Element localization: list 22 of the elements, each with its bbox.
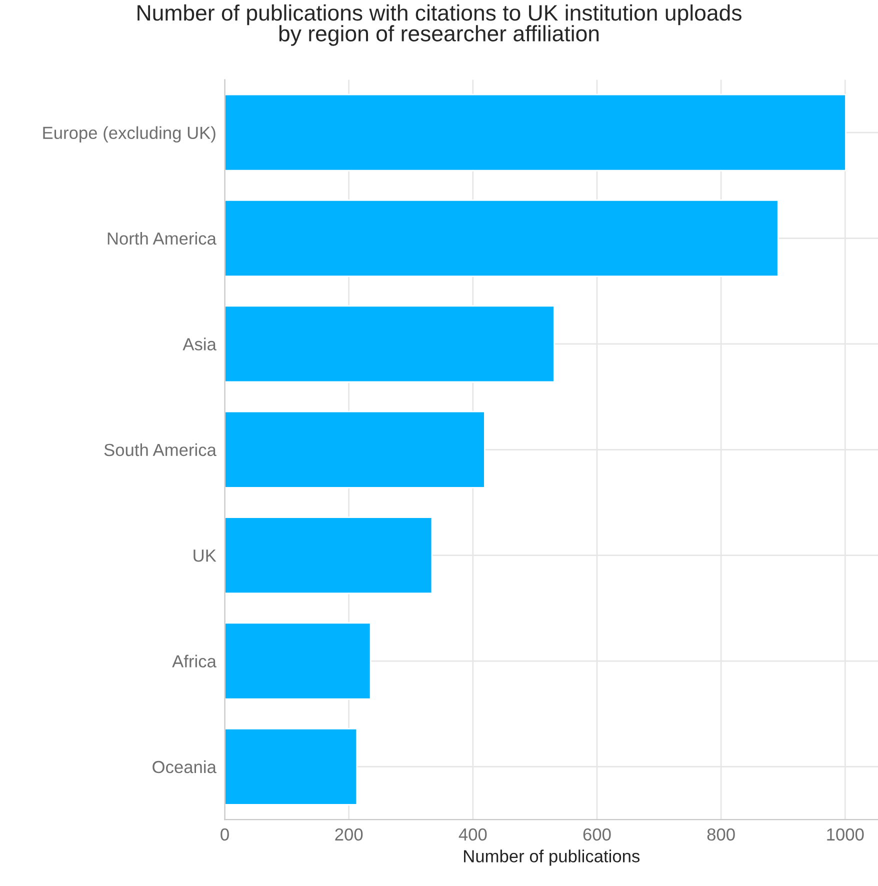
bar bbox=[224, 200, 779, 278]
y-tick-label: Europe (excluding UK) bbox=[43, 126, 216, 142]
x-tick-label: 400 bbox=[458, 828, 487, 841]
bar bbox=[224, 305, 555, 383]
y-tick-label: South America bbox=[104, 443, 216, 456]
y-tick-label: Africa bbox=[172, 654, 216, 668]
y-tick-label: Asia bbox=[182, 338, 216, 350]
chart-title: Number of publications with citations to UK institution uploads by region of researcher affiliation bbox=[138, 4, 742, 46]
y-tick-label: Oceania bbox=[152, 760, 216, 774]
x-tick-label: 1000 bbox=[827, 828, 864, 841]
y-tick-label: UK bbox=[194, 550, 216, 562]
x-tick-label: 800 bbox=[707, 828, 735, 841]
bar bbox=[224, 516, 433, 594]
bar bbox=[224, 94, 846, 172]
y-tick-label: North America bbox=[108, 232, 216, 245]
x-tick-label: 0 bbox=[220, 828, 229, 841]
bar bbox=[224, 622, 372, 700]
bar bbox=[224, 410, 486, 488]
x-tick-label: 200 bbox=[335, 828, 363, 841]
x-axis-title: Number of publications bbox=[464, 850, 640, 866]
x-tick-label: 600 bbox=[583, 828, 611, 841]
bar bbox=[224, 728, 358, 806]
